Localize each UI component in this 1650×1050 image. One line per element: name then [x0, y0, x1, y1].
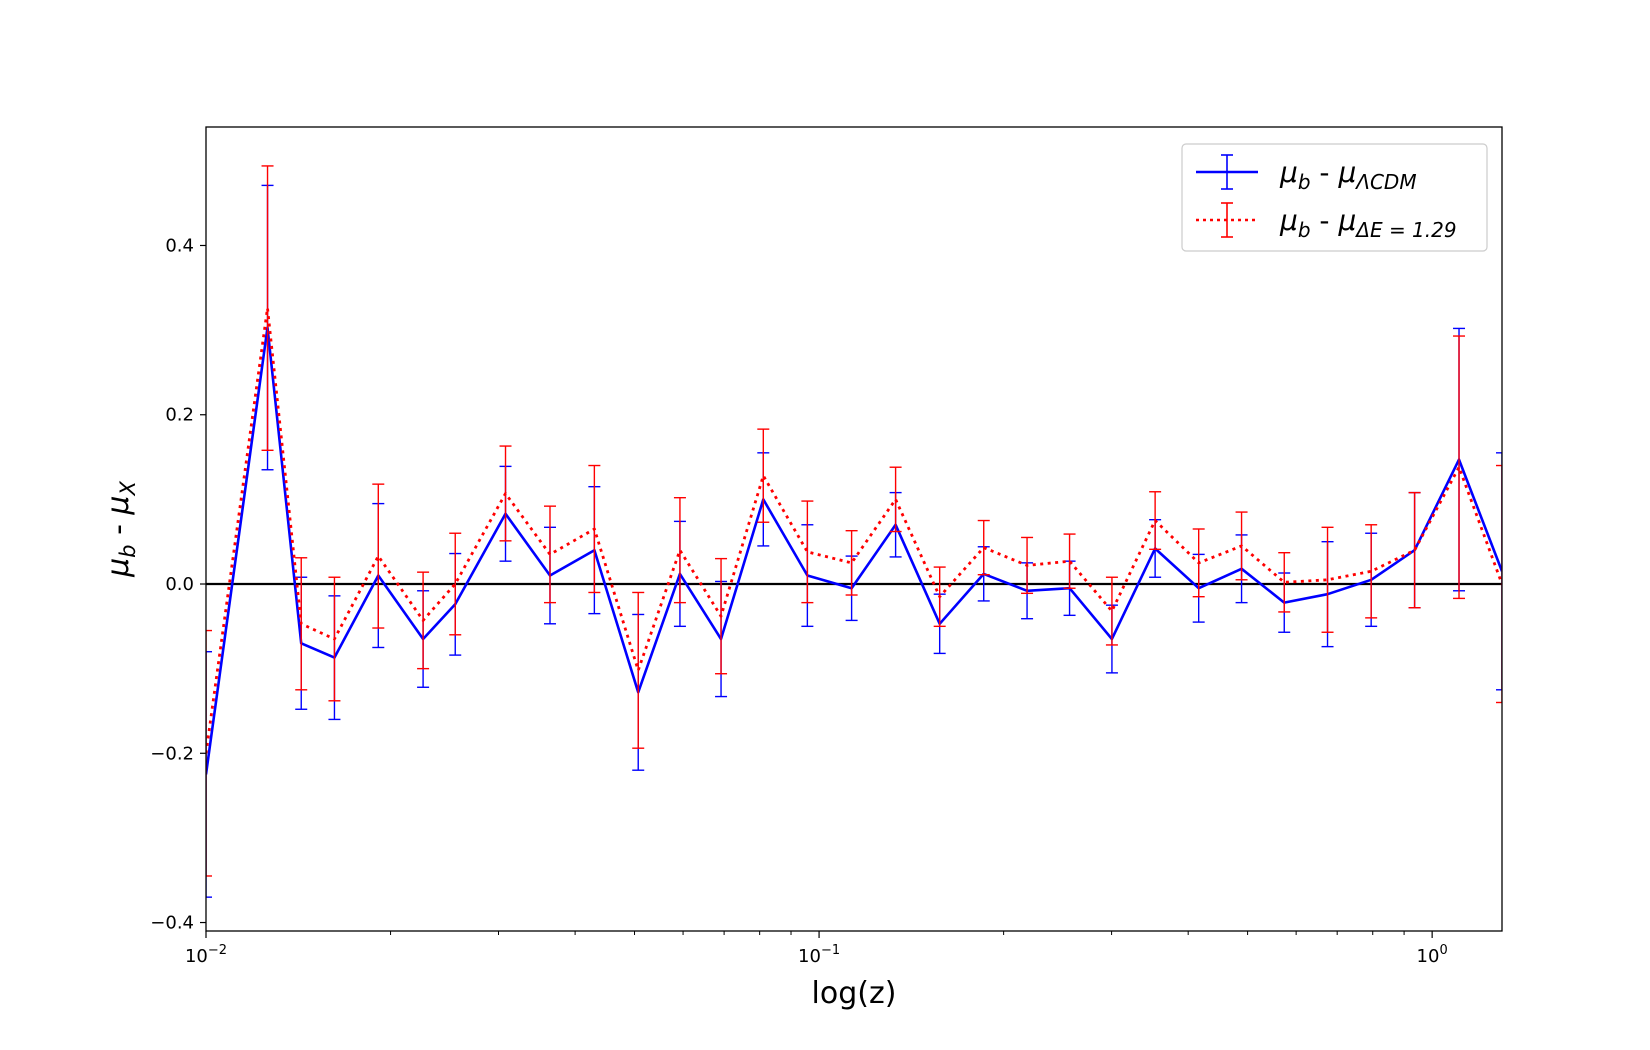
- y-axis-label-X: X: [116, 480, 140, 496]
- legend-entry-de: μb - μΔE = 1.29: [1196, 202, 1457, 242]
- legend-entry-lcdm: μb - μΛCDM: [1196, 154, 1417, 194]
- series-line-1: [206, 306, 1502, 754]
- y-tick-label: 0.2: [165, 405, 194, 426]
- legend-box: [1181, 143, 1488, 252]
- legend-lcdm-b: b: [1298, 170, 1311, 194]
- legend-lcdm-mu: μ: [1279, 156, 1298, 189]
- legend-lcdm-sub: ΛCDM: [1354, 170, 1416, 194]
- y-axis-label-sep: -: [101, 515, 136, 545]
- plot-frame: [205, 126, 1503, 932]
- y-tick-label: 0.4: [165, 235, 194, 256]
- legend: μb - μΛCDM μb - μΔE = 1.29: [1181, 143, 1488, 252]
- svg-text:μb - μΔE = 1.29: μb - μΔE = 1.29: [1279, 204, 1457, 242]
- y-tick-label: 0.0: [165, 574, 194, 595]
- series-1: [206, 165, 1502, 877]
- y-tick-label: −0.4: [150, 913, 194, 934]
- x-tick-label: 100: [1417, 943, 1448, 967]
- y-axis-label-mu2: μ: [101, 495, 136, 515]
- y-tick-label: −0.2: [150, 743, 194, 764]
- y-axis-label: μb - μX: [101, 480, 140, 577]
- legend-lcdm-mu2: μ: [1337, 156, 1356, 189]
- x-axis-label: log(z): [812, 976, 897, 1011]
- x-tick-label: 10−2: [185, 943, 227, 967]
- svg-text:μb - μX: μb - μX: [101, 480, 140, 577]
- x-tick-label: 10−1: [798, 943, 840, 967]
- svg-text:μb - μΛCDM: μb - μΛCDM: [1279, 156, 1417, 194]
- y-axis-label-b: b: [116, 544, 140, 557]
- legend-lcdm-sep: -: [1311, 156, 1339, 189]
- legend-de-sub: ΔE = 1.29: [1354, 218, 1456, 242]
- legend-de-mu: μ: [1279, 204, 1298, 237]
- legend-de-mu2: μ: [1337, 204, 1356, 237]
- legend-de-b: b: [1298, 218, 1311, 242]
- legend-de-sep: -: [1311, 204, 1339, 237]
- y-axis-label-mu: μ: [101, 558, 136, 578]
